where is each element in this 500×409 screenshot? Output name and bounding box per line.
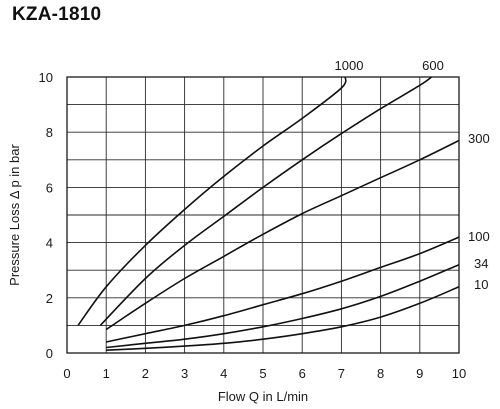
series-line-34 (106, 263, 460, 349)
page-title: KZA-1810 (12, 4, 102, 25)
x-tick-label: 8 (377, 366, 384, 381)
x-tick-label: 1 (103, 366, 110, 381)
y-tick-labels: 0 2 4 6 8 10 (39, 70, 53, 361)
x-tick-label: 6 (299, 366, 306, 381)
y-axis-label: Pressure Loss Δ p in bar (7, 144, 22, 286)
series-line-100 (106, 236, 460, 343)
y-tick-label: 2 (46, 291, 53, 306)
series-label-600: 600 (422, 58, 444, 73)
x-tick-label: 3 (181, 366, 188, 381)
series-line-300 (105, 139, 460, 331)
series-line-1000 (77, 76, 347, 326)
series-label-10: 10 (474, 277, 488, 292)
series-line-600 (99, 76, 433, 326)
x-axis-label: Flow Q in L/min (218, 389, 308, 404)
series-label-1000: 1000 (335, 58, 364, 73)
series-labels: 1000 600 300 100 34 10 (335, 58, 490, 292)
plot-frame (66, 76, 460, 354)
y-tick-label: 6 (46, 180, 53, 195)
series-label-100: 100 (468, 229, 490, 244)
series-line-10 (106, 286, 460, 351)
series-label-300: 300 (468, 131, 490, 146)
y-tick-label: 0 (46, 346, 53, 361)
series-label-34: 34 (474, 256, 488, 271)
y-tick-label: 10 (39, 70, 53, 85)
x-tick-label: 5 (259, 366, 266, 381)
x-tick-label: 2 (142, 366, 149, 381)
y-tick-label: 8 (46, 125, 53, 140)
series-curves (77, 76, 460, 351)
grid-lines (67, 77, 459, 353)
x-tick-label: 4 (220, 366, 227, 381)
y-tick-label: 4 (46, 236, 53, 251)
x-tick-label: 7 (338, 366, 345, 381)
x-tick-label: 0 (63, 366, 70, 381)
x-tick-label: 10 (452, 366, 466, 381)
x-tick-label: 9 (416, 366, 423, 381)
x-tick-labels: 0 1 2 3 4 5 6 7 8 9 10 (63, 366, 466, 381)
